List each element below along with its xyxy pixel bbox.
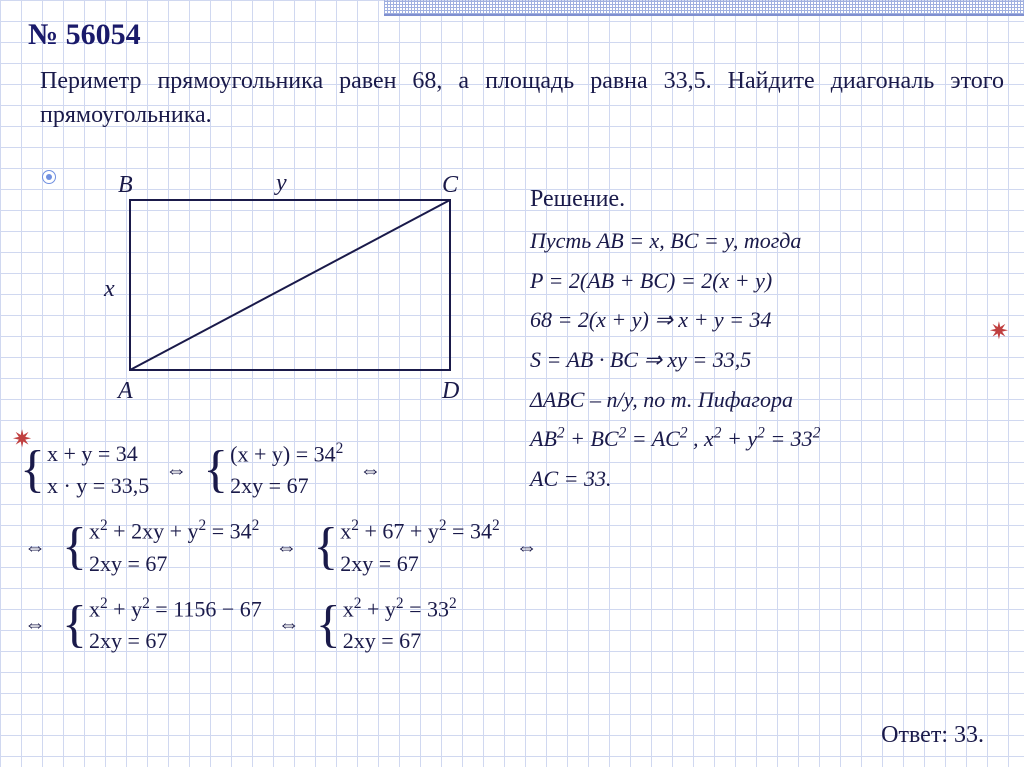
iff-icon: ⇔ xyxy=(274,611,304,637)
marker-dot-icon xyxy=(42,170,56,184)
system-row-2: ⇔ { x2 + 2xy + y2 = 342 2xy = 67 ⇔ { x2 … xyxy=(20,517,1004,576)
system-2b: { x2 + 67 + y2 = 342 2xy = 67 xyxy=(313,517,499,576)
solution-line-5: ΔABC – п/у, по т. Пифагора xyxy=(530,380,820,420)
side-x-label: x xyxy=(103,276,115,302)
answer-label: Ответ: xyxy=(881,722,954,748)
problem-number: № 56054 xyxy=(28,18,141,52)
iff-icon: ⇔ xyxy=(271,534,301,560)
solution-line-3: 68 = 2(x + y) ⇒ x + y = 34 xyxy=(530,300,820,340)
equation-systems: { x + y = 34 x · y = 33,5 ⇔ { (x + y) = … xyxy=(20,440,1004,672)
system-1b: { (x + y) = 342 2xy = 67 xyxy=(203,440,343,499)
iff-icon: ⇔ xyxy=(20,534,50,560)
rectangle-diagram: A B C D x y xyxy=(80,170,460,420)
solution-header: Решение. xyxy=(530,178,820,221)
system-3a: { x2 + y2 = 1156 − 67 2xy = 67 xyxy=(62,595,262,654)
diagram-svg: A B C D x y xyxy=(80,170,460,420)
system-row-1: { x + y = 34 x · y = 33,5 ⇔ { (x + y) = … xyxy=(20,440,1004,499)
solution-line-4: S = AB · BC ⇒ xy = 33,5 xyxy=(530,340,820,380)
vertex-c-label: C xyxy=(442,172,459,198)
iff-icon: ⇔ xyxy=(355,457,385,483)
vertex-b-label: B xyxy=(118,172,133,198)
solution-line-1: Пусть AB = x, BC = y, тогда xyxy=(530,221,820,261)
side-y-label: y xyxy=(274,170,287,196)
answer-line: Ответ: 33. xyxy=(881,722,984,749)
iff-icon: ⇔ xyxy=(512,534,542,560)
system-1a: { x + y = 34 x · y = 33,5 xyxy=(20,441,149,499)
answer-value: 33. xyxy=(954,722,984,748)
problem-statement: Периметр прямоугольника равен 68, а площ… xyxy=(40,65,1004,132)
star-icon: ✷ xyxy=(989,317,1009,346)
top-banner xyxy=(384,0,1024,16)
iff-icon: ⇔ xyxy=(161,457,191,483)
vertex-a-label: A xyxy=(116,378,133,404)
system-2a: { x2 + 2xy + y2 = 342 2xy = 67 xyxy=(62,517,259,576)
solution-line-2: P = 2(AB + BC) = 2(x + y) xyxy=(530,261,820,301)
system-row-3: ⇔ { x2 + y2 = 1156 − 67 2xy = 67 ⇔ { x2 … xyxy=(20,595,1004,654)
iff-icon: ⇔ xyxy=(20,611,50,637)
vertex-d-label: D xyxy=(441,378,459,404)
system-3b: { x2 + y2 = 332 2xy = 67 xyxy=(316,595,457,654)
